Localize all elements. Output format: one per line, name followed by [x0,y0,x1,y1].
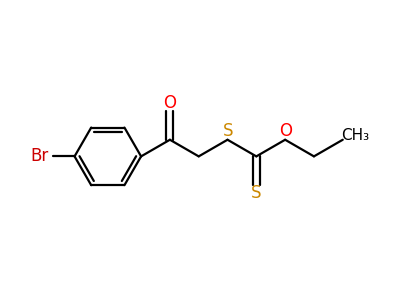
Text: CH₃: CH₃ [341,128,369,143]
Text: O: O [279,122,292,140]
Text: Br: Br [30,147,48,165]
Text: O: O [163,94,176,112]
Text: S: S [251,185,261,202]
Text: S: S [223,122,234,140]
